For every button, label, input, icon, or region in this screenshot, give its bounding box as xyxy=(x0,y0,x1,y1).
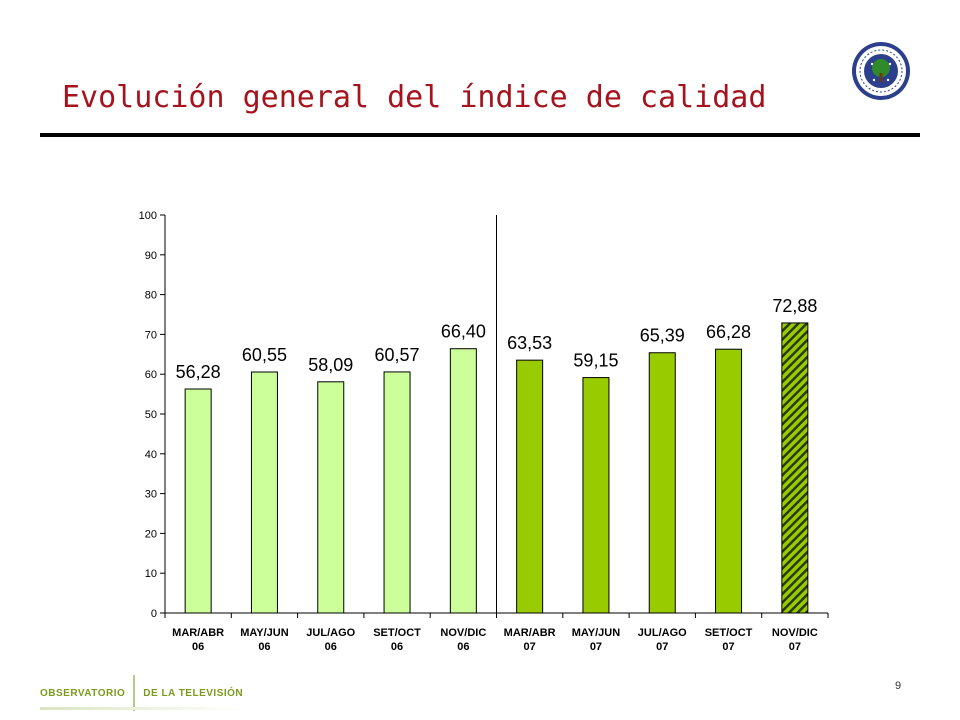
x-tick-label: SET/OCT 06 xyxy=(373,627,421,653)
logo-divider xyxy=(133,675,136,711)
x-tick-label: SET/OCT 07 xyxy=(705,627,753,653)
y-tick-label: 30 xyxy=(145,489,157,501)
footer-logo: OBSERVATORIO DE LA TELEVISIÓN xyxy=(40,675,243,711)
bar-value-label: 59,15 xyxy=(573,351,618,371)
y-tick-label: 90 xyxy=(145,250,157,262)
y-tick-label: 100 xyxy=(139,210,157,222)
university-seal-icon xyxy=(850,40,912,102)
y-tick-label: 0 xyxy=(151,608,157,620)
bar xyxy=(250,371,278,614)
x-tick-label: MAY/JUN 07 xyxy=(572,627,621,653)
x-tick-label: NOV/DIC 07 xyxy=(772,627,818,653)
y-tick-label: 70 xyxy=(145,329,157,341)
bar xyxy=(383,371,411,614)
y-tick-label: 60 xyxy=(145,369,157,381)
bar xyxy=(715,348,743,614)
bar-value-label: 56,28 xyxy=(176,362,221,382)
y-tick-label: 80 xyxy=(145,290,157,302)
y-tick-label: 20 xyxy=(145,528,157,540)
y-axis: 0 10 20 30 40 50 60 70 80 90 100 xyxy=(139,210,166,620)
page-number: 9 xyxy=(895,680,902,692)
x-tick-label: NOV/DIC 06 xyxy=(440,627,486,653)
bar xyxy=(516,359,544,614)
x-tick-label: MAY/JUN 06 xyxy=(240,627,289,653)
bar xyxy=(449,348,477,614)
logo-underline xyxy=(40,707,245,710)
bar xyxy=(582,377,610,614)
bar xyxy=(648,352,676,614)
bar-value-label: 72,88 xyxy=(772,296,817,316)
page-title: Evolución general del índice de calidad xyxy=(62,80,767,115)
value-labels: 56,28 60,55 58,09 60,57 66,40 63,53 59,15 65,39… xyxy=(176,296,818,382)
bar xyxy=(317,381,345,614)
bar xyxy=(781,322,809,614)
bar-value-label: 66,28 xyxy=(706,322,751,342)
y-tick-label: 10 xyxy=(145,568,157,580)
logo-text-left: OBSERVATORIO xyxy=(40,687,126,699)
bar-value-label: 65,39 xyxy=(640,326,685,346)
bar-value-label: 63,53 xyxy=(507,333,552,353)
bar-value-label: 66,40 xyxy=(441,322,486,342)
bar-value-label: 58,09 xyxy=(308,355,353,375)
y-tick-label: 50 xyxy=(145,409,157,421)
bar-value-label: 60,57 xyxy=(375,345,420,365)
logo-text-right: DE LA TELEVISIÓN xyxy=(143,687,244,699)
x-tick-label: JUL/AGO 07 xyxy=(638,627,687,653)
x-tick-label: MAR/ABR 06 xyxy=(172,627,224,653)
x-tick-label: JUL/AGO 06 xyxy=(306,627,355,653)
bar xyxy=(184,388,212,614)
bars xyxy=(184,322,809,614)
x-tick-label: MAR/ABR 07 xyxy=(504,627,556,653)
bar-value-label: 60,55 xyxy=(242,345,287,365)
y-tick-label: 40 xyxy=(145,449,157,461)
title-divider xyxy=(40,133,920,137)
x-axis: MAR/ABR 06 MAY/JUN 06 JUL/AGO 06 SET/OCT 06 NOV/… xyxy=(164,215,829,653)
